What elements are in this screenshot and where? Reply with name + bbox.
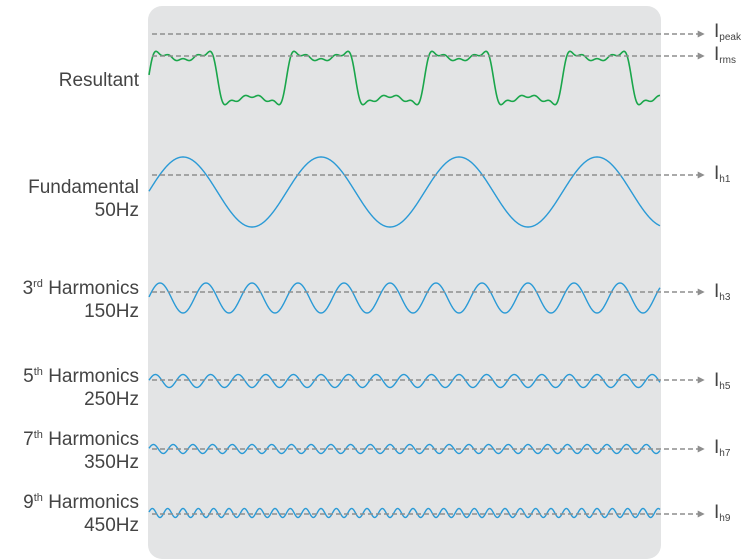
label-h7-order: 7 bbox=[23, 429, 34, 450]
waveform-panel bbox=[148, 6, 661, 559]
label-h7-freq: 350Hz bbox=[84, 452, 139, 473]
label-resultant: Resultant bbox=[59, 69, 139, 92]
label-h3-freq: 150Hz bbox=[84, 301, 139, 322]
label-fundamental: Fundamental 50Hz bbox=[28, 176, 139, 222]
h3-wave bbox=[148, 282, 661, 314]
label-h5-suffix: th bbox=[33, 366, 43, 378]
label-h3-suffix: rd bbox=[33, 278, 43, 290]
label-h9: 9th Harmonics 450Hz bbox=[23, 491, 139, 537]
label-h7-text: Harmonics bbox=[42, 429, 139, 450]
label-h5-order: 5 bbox=[23, 366, 34, 387]
h9-wave bbox=[148, 507, 661, 519]
label-h3: 3rd Harmonics 150Hz bbox=[23, 277, 139, 323]
ref-label-ih1: Ih1 bbox=[714, 163, 731, 185]
label-fundamental-text: Fundamental bbox=[28, 177, 139, 198]
label-h5-freq: 250Hz bbox=[84, 389, 139, 410]
ref-label-ipeak: Ipeak bbox=[714, 21, 741, 43]
label-fundamental-freq: 50Hz bbox=[94, 200, 139, 221]
label-h9-order: 9 bbox=[23, 492, 34, 513]
ref-label-ih3: Ih3 bbox=[714, 281, 731, 303]
label-h3-text: Harmonics bbox=[42, 278, 139, 299]
label-resultant-text: Resultant bbox=[58, 70, 139, 91]
fundamental-wave bbox=[148, 156, 661, 228]
resultant-wave bbox=[148, 50, 661, 106]
ref-label-ih5: Ih5 bbox=[714, 370, 731, 392]
label-h5-text: Harmonics bbox=[42, 366, 139, 387]
ref-label-ih9: Ih9 bbox=[714, 502, 731, 524]
ref-label-ih7: Ih7 bbox=[714, 437, 731, 459]
label-h7-suffix: th bbox=[33, 429, 43, 441]
label-h9-freq: 450Hz bbox=[84, 515, 139, 536]
label-h9-text: Harmonics bbox=[42, 492, 139, 513]
label-h5: 5th Harmonics 250Hz bbox=[23, 365, 139, 411]
ref-label-irms: Irms bbox=[714, 44, 736, 66]
label-h7: 7th Harmonics 350Hz bbox=[23, 428, 139, 474]
label-h3-order: 3 bbox=[22, 278, 34, 299]
label-h9-suffix: th bbox=[33, 492, 43, 504]
h5-wave bbox=[148, 373, 661, 389]
